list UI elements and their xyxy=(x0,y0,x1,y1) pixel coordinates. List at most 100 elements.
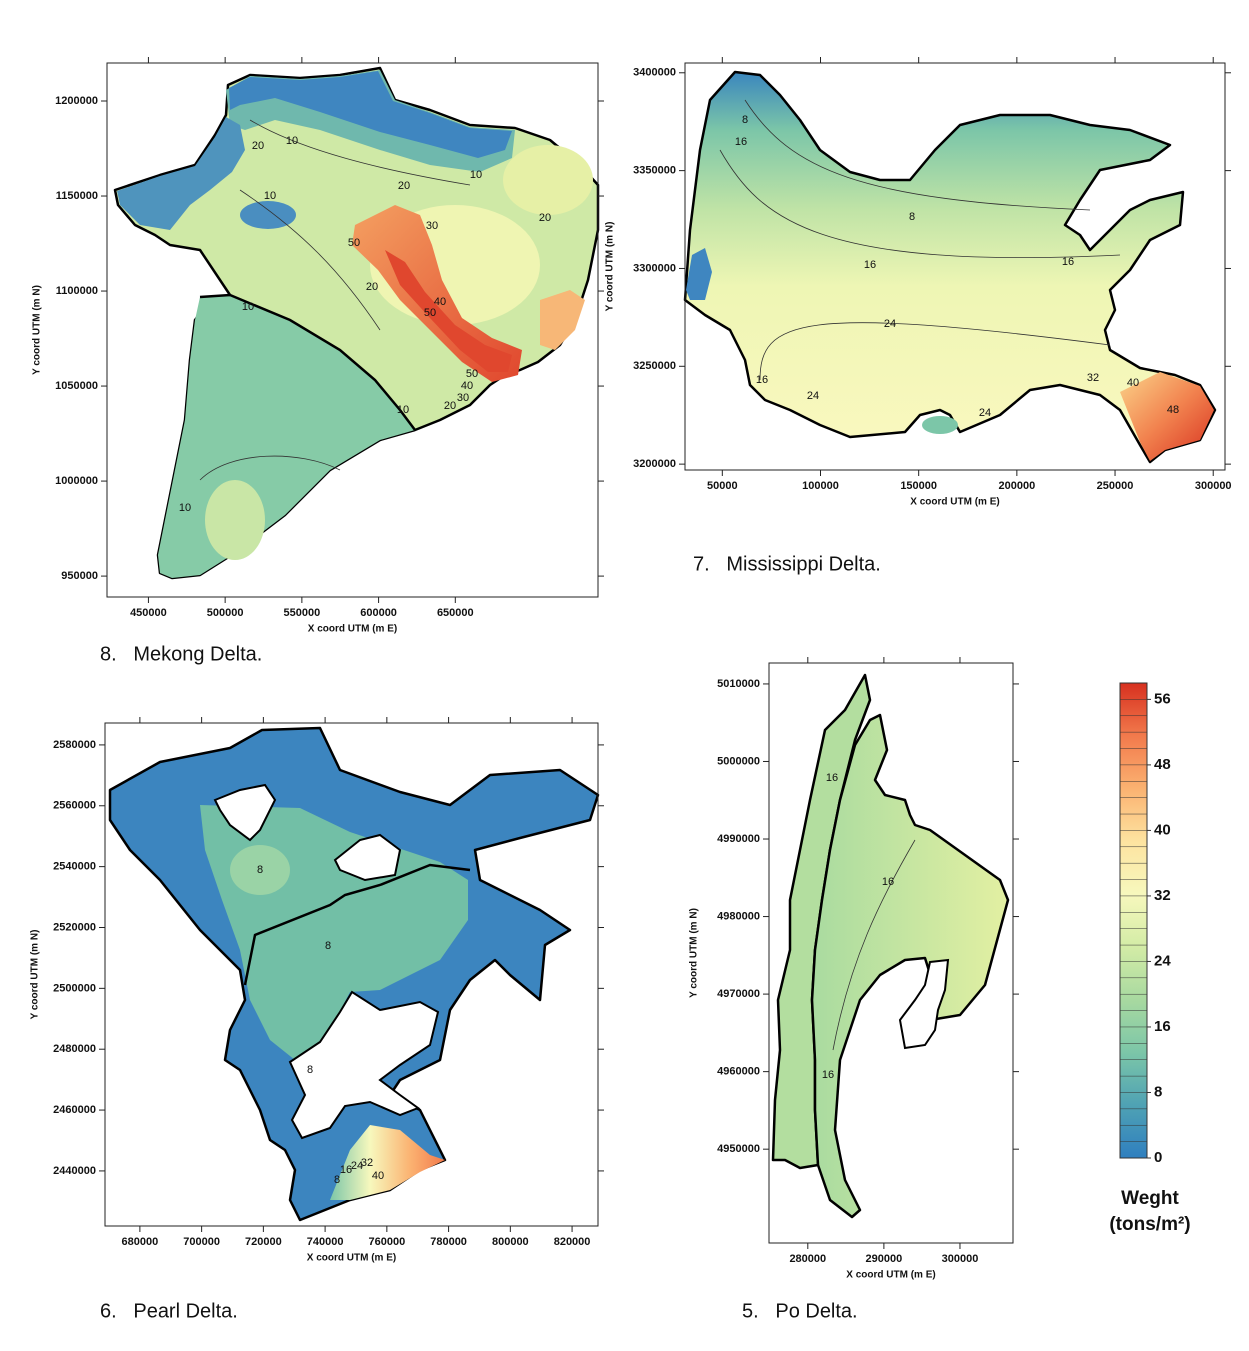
plot-frame xyxy=(684,62,1226,471)
contour-label: 30 xyxy=(457,392,469,404)
x-axis-title: X coord UTM (m E) xyxy=(846,1270,935,1281)
x-axis-title: X coord UTM (m E) xyxy=(910,497,999,508)
mississippi-map xyxy=(683,70,1217,464)
contour-label: 24 xyxy=(979,407,991,419)
caption: 7. Mississippi Delta. xyxy=(693,553,881,575)
po-map xyxy=(771,673,1010,1219)
y-tick-label: 5000000 xyxy=(717,755,760,767)
contour-label: 10 xyxy=(397,404,409,416)
contour-label: 16 xyxy=(882,876,894,888)
x-tick-label: 680000 xyxy=(122,1236,159,1248)
y-axis-title: Y coord UTM (m N) xyxy=(689,908,700,998)
x-tick-label: 760000 xyxy=(368,1236,405,1248)
colorbar-unit: (tons/m²) xyxy=(1109,1214,1190,1235)
y-tick-label: 4950000 xyxy=(717,1143,760,1155)
contour-label: 8 xyxy=(334,1174,340,1186)
y-tick-label: 2440000 xyxy=(53,1165,96,1177)
contour-label: 8 xyxy=(325,940,331,952)
y-tick-label: 2480000 xyxy=(53,1043,96,1055)
contour-label: 10 xyxy=(470,169,482,181)
y-tick-label: 3400000 xyxy=(633,67,676,79)
x-tick-label: 500000 xyxy=(207,607,244,619)
x-tick-label: 150000 xyxy=(900,480,937,492)
contour-label: 40 xyxy=(461,380,473,392)
y-tick-label: 2500000 xyxy=(53,982,96,994)
y-axis-title: Y coord UTM (m N) xyxy=(32,285,43,375)
y-tick-label: 3250000 xyxy=(633,360,676,372)
pearl-map xyxy=(108,726,600,1222)
colorbar-tick-label: 56 xyxy=(1154,690,1171,707)
x-tick-label: 450000 xyxy=(130,607,167,619)
x-tick-label: 550000 xyxy=(284,607,321,619)
x-tick-label: 600000 xyxy=(360,607,397,619)
y-axis-title: Y coord UTM (m N) xyxy=(605,222,616,312)
y-tick-label: 4990000 xyxy=(717,833,760,845)
x-tick-label: 650000 xyxy=(437,607,474,619)
caption: 5. Po Delta. xyxy=(742,1300,858,1322)
contour-label: 40 xyxy=(434,296,446,308)
contour-label: 10 xyxy=(286,135,298,147)
y-tick-label: 1000000 xyxy=(55,475,98,487)
y-tick-label: 1050000 xyxy=(55,380,98,392)
caption: 8. Mekong Delta. xyxy=(100,643,262,665)
x-tick-label: 250000 xyxy=(1097,480,1134,492)
x-tick-label: 280000 xyxy=(789,1253,826,1265)
colorbar-tick-label: 8 xyxy=(1154,1083,1162,1100)
contour-label: 8 xyxy=(257,864,263,876)
x-tick-label: 740000 xyxy=(307,1236,344,1248)
x-tick-label: 700000 xyxy=(183,1236,220,1248)
plot-frame xyxy=(106,62,599,598)
x-tick-label: 820000 xyxy=(554,1236,591,1248)
contour-label: 16 xyxy=(756,374,768,386)
y-tick-label: 950000 xyxy=(61,570,98,582)
y-tick-label: 2580000 xyxy=(53,739,96,751)
contour-label: 16 xyxy=(826,772,838,784)
contour-label: 10 xyxy=(242,301,254,313)
y-tick-label: 3350000 xyxy=(633,165,676,177)
colorbar xyxy=(1119,682,1148,1159)
colorbar-tick-label: 40 xyxy=(1154,821,1171,838)
contour-label: 16 xyxy=(340,1164,352,1176)
contour-label: 30 xyxy=(426,220,438,232)
y-tick-label: 1150000 xyxy=(56,190,98,202)
y-tick-label: 5010000 xyxy=(717,678,760,690)
colorbar-tick-label: 24 xyxy=(1154,952,1171,969)
contour-label: 8 xyxy=(307,1064,313,1076)
x-tick-label: 100000 xyxy=(802,480,839,492)
contour-label: 32 xyxy=(1087,372,1099,384)
contour-label: 16 xyxy=(864,259,876,271)
y-tick-label: 2520000 xyxy=(53,921,96,933)
contour-label: 40 xyxy=(1127,377,1139,389)
y-tick-label: 4970000 xyxy=(717,988,760,1000)
y-tick-label: 4980000 xyxy=(717,910,760,922)
y-tick-label: 2560000 xyxy=(53,800,96,812)
contour-label: 16 xyxy=(822,1069,834,1081)
contour-label: 48 xyxy=(1167,404,1179,416)
x-tick-label: 50000 xyxy=(707,480,738,492)
x-tick-label: 800000 xyxy=(492,1236,529,1248)
y-tick-label: 2460000 xyxy=(53,1104,96,1116)
contour-label: 16 xyxy=(735,136,747,148)
contour-label: 8 xyxy=(909,211,915,223)
contour-label: 50 xyxy=(466,368,478,380)
contour-label: 20 xyxy=(252,140,264,152)
x-tick-label: 300000 xyxy=(1195,480,1232,492)
contour-label: 8 xyxy=(742,114,748,126)
contour-label: 20 xyxy=(398,180,410,192)
colorbar-tick-label: 48 xyxy=(1154,756,1171,773)
contour-label: 24 xyxy=(351,1160,363,1172)
contour-label: 20 xyxy=(539,212,551,224)
colorbar-tick-label: 32 xyxy=(1154,887,1171,904)
colorbar-title: Weght xyxy=(1121,1188,1179,1209)
plot-frame xyxy=(104,722,599,1227)
contour-label: 50 xyxy=(424,307,436,319)
contour-label: 40 xyxy=(372,1170,384,1182)
plot-frame xyxy=(768,662,1014,1244)
contour-label: 10 xyxy=(264,190,276,202)
y-tick-label: 2540000 xyxy=(53,861,96,873)
caption: 6. Pearl Delta. xyxy=(100,1300,238,1322)
y-tick-label: 1200000 xyxy=(55,95,98,107)
y-tick-label: 3300000 xyxy=(633,262,676,274)
contour-label: 50 xyxy=(348,237,360,249)
